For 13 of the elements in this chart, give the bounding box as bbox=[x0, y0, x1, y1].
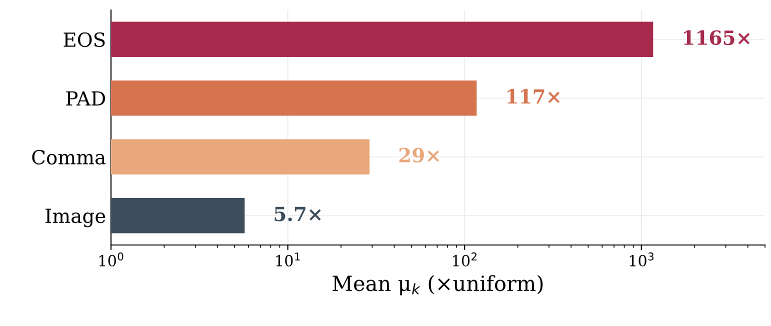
x-axis-title: Mean μ$_{k}$ (×uniform) bbox=[332, 275, 543, 296]
y-tick-label: Image bbox=[46, 208, 106, 228]
data-label: 1165× bbox=[684, 30, 750, 46]
data-label: 29× bbox=[399, 148, 439, 163]
y-tick-label: EOS bbox=[64, 32, 105, 48]
data-label: 5.7× bbox=[274, 206, 321, 222]
y-tick-label: Comma bbox=[32, 150, 106, 165]
x-tick-label: 10$^{3}$ bbox=[630, 252, 654, 266]
x-tick-label: 10$^{0}$ bbox=[99, 252, 124, 266]
x-tick-label: 10$^{1}$ bbox=[276, 252, 300, 266]
x-tick-label: 10$^{2}$ bbox=[453, 252, 476, 266]
y-tick-label: PAD bbox=[66, 91, 106, 106]
data-label: 117× bbox=[508, 89, 560, 104]
